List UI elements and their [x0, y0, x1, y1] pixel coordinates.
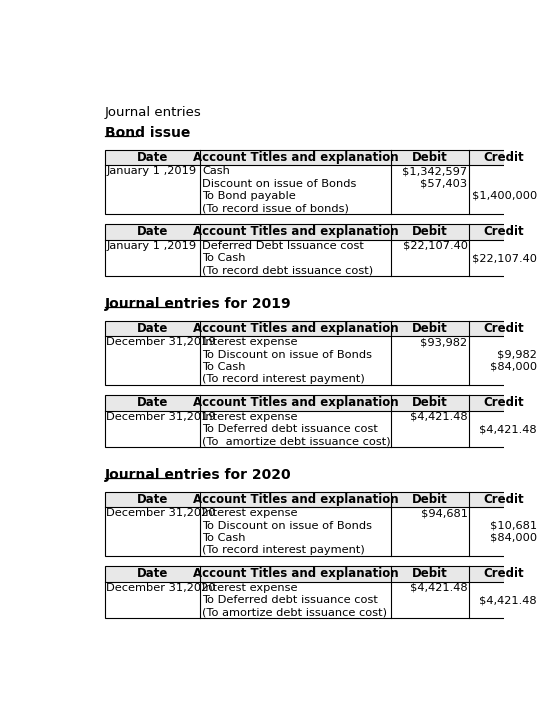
Text: Interest expense: Interest expense: [202, 583, 297, 593]
Text: Journal entries for 2019: Journal entries for 2019: [105, 298, 291, 311]
Text: To Deferred debt issuance cost: To Deferred debt issuance cost: [202, 595, 378, 605]
Text: Debit: Debit: [412, 397, 448, 410]
Text: To Discount on issue of Bonds: To Discount on issue of Bonds: [202, 521, 372, 531]
Bar: [105, 321, 539, 385]
Text: (To record interest payment): (To record interest payment): [202, 545, 365, 555]
Text: To Cash: To Cash: [202, 362, 245, 372]
Text: Credit: Credit: [484, 226, 524, 239]
Text: $84,000: $84,000: [490, 362, 537, 372]
Text: Cash: Cash: [202, 167, 230, 177]
Text: $57,403: $57,403: [421, 179, 468, 189]
Text: December 31,2020: December 31,2020: [106, 583, 216, 593]
Text: December 31,2019: December 31,2019: [106, 412, 216, 422]
Text: $1,342,597: $1,342,597: [403, 167, 468, 177]
Text: $22,107.40: $22,107.40: [472, 253, 537, 263]
Text: Discount on issue of Bonds: Discount on issue of Bonds: [202, 179, 356, 189]
Bar: [105, 395, 539, 448]
Text: (To record issue of bonds): (To record issue of bonds): [202, 203, 349, 213]
Text: To Cash: To Cash: [202, 533, 245, 543]
Text: Account Titles and explanation: Account Titles and explanation: [193, 226, 399, 239]
Text: Account Titles and explanation: Account Titles and explanation: [193, 322, 399, 335]
Text: $10,681: $10,681: [490, 521, 537, 531]
Text: Interest expense: Interest expense: [202, 337, 297, 348]
Text: Journal entries: Journal entries: [105, 106, 202, 119]
Bar: [105, 321, 539, 337]
Text: (To amortize debt issuance cost): (To amortize debt issuance cost): [202, 607, 387, 617]
Bar: [105, 224, 539, 240]
Text: $94,681: $94,681: [421, 508, 468, 518]
Text: Date: Date: [137, 567, 168, 580]
Text: Credit: Credit: [484, 493, 524, 506]
Text: December 31,2019: December 31,2019: [106, 337, 216, 348]
Text: (To record interest payment): (To record interest payment): [202, 374, 365, 384]
Text: (To  amortize debt issuance cost): (To amortize debt issuance cost): [202, 436, 390, 446]
Text: Date: Date: [137, 151, 168, 164]
Text: Debit: Debit: [412, 322, 448, 335]
Text: Debit: Debit: [412, 493, 448, 506]
Text: Interest expense: Interest expense: [202, 412, 297, 422]
Bar: [105, 224, 539, 276]
Bar: [105, 566, 539, 619]
Text: To Discount on issue of Bonds: To Discount on issue of Bonds: [202, 350, 372, 360]
Text: Date: Date: [137, 493, 168, 506]
Text: Account Titles and explanation: Account Titles and explanation: [193, 397, 399, 410]
Text: $84,000: $84,000: [490, 533, 537, 543]
Text: $4,421.48: $4,421.48: [410, 412, 468, 422]
Text: Credit: Credit: [484, 567, 524, 580]
Text: Debit: Debit: [412, 567, 448, 580]
Bar: [105, 566, 539, 582]
Text: (To record debt issuance cost): (To record debt issuance cost): [202, 265, 373, 275]
Bar: [105, 492, 539, 556]
Text: Account Titles and explanation: Account Titles and explanation: [193, 493, 399, 506]
Text: Account Titles and explanation: Account Titles and explanation: [193, 151, 399, 164]
Text: $93,982: $93,982: [421, 337, 468, 348]
Text: $4,421.48: $4,421.48: [479, 595, 537, 605]
Text: Debit: Debit: [412, 226, 448, 239]
Text: Debit: Debit: [412, 151, 448, 164]
Text: Journal entries for 2020: Journal entries for 2020: [105, 469, 291, 482]
Text: $1,400,000: $1,400,000: [472, 191, 537, 201]
Bar: [105, 492, 539, 508]
Bar: [105, 150, 539, 165]
Text: Credit: Credit: [484, 397, 524, 410]
Text: $4,421.48: $4,421.48: [410, 583, 468, 593]
Text: Interest expense: Interest expense: [202, 508, 297, 518]
Text: January 1 ,2019: January 1 ,2019: [106, 241, 197, 251]
Text: $9,982: $9,982: [497, 350, 537, 360]
Text: January 1 ,2019: January 1 ,2019: [106, 167, 197, 177]
Text: To Cash: To Cash: [202, 253, 245, 263]
Text: To Deferred debt issuance cost: To Deferred debt issuance cost: [202, 424, 378, 434]
Text: December 31,2020: December 31,2020: [106, 508, 216, 518]
Text: Date: Date: [137, 226, 168, 239]
Text: $22,107.40: $22,107.40: [403, 241, 468, 251]
Text: Deferred Debt Issuance cost: Deferred Debt Issuance cost: [202, 241, 364, 251]
Text: Credit: Credit: [484, 151, 524, 164]
Bar: [105, 150, 539, 214]
Text: Date: Date: [137, 322, 168, 335]
Text: $4,421.48: $4,421.48: [479, 424, 537, 434]
Bar: [105, 395, 539, 411]
Text: To Bond payable: To Bond payable: [202, 191, 296, 201]
Text: Account Titles and explanation: Account Titles and explanation: [193, 567, 399, 580]
Text: Credit: Credit: [484, 322, 524, 335]
Text: Bond issue: Bond issue: [105, 126, 190, 141]
Text: Date: Date: [137, 397, 168, 410]
